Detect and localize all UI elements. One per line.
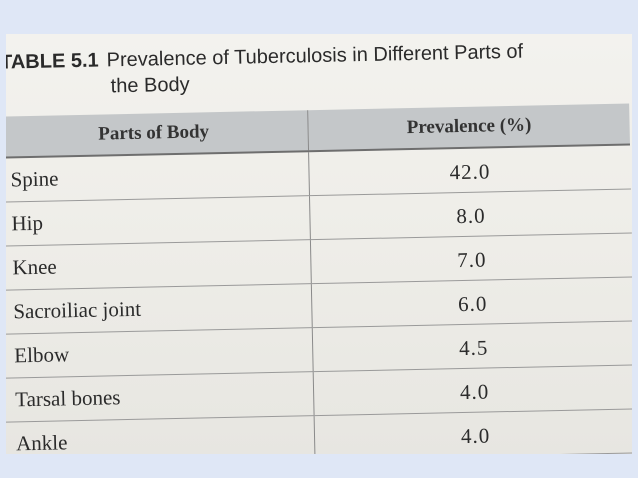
- cell-prevalence: 4.5: [312, 320, 632, 372]
- cell-part: Tarsal bones: [6, 371, 315, 423]
- cell-part: Ankle: [6, 415, 316, 454]
- cell-prevalence: 4.0: [314, 408, 632, 454]
- table-label: TABLE 5.1: [6, 49, 99, 74]
- header-prevalence: Prevalence (%): [307, 103, 630, 152]
- cell-part: Hip: [6, 195, 311, 247]
- cell-prevalence: 7.0: [310, 232, 632, 284]
- cell-part: Knee: [6, 239, 312, 291]
- prevalence-table: Parts of Body Prevalence (%) Spine 42.0 …: [6, 103, 632, 454]
- table-caption: TABLE 5.1 Prevalence of Tuberculosis in D…: [6, 37, 632, 98]
- cell-prevalence: 4.0: [313, 364, 632, 416]
- book-page-photo: TABLE 5.1 Prevalence of Tuberculosis in D…: [6, 34, 632, 454]
- cell-part: Spine: [6, 151, 310, 203]
- table-title-line2: the Body: [110, 73, 190, 98]
- table-title-line1: Prevalence of Tuberculosis in Different …: [106, 40, 524, 72]
- cell-prevalence: 6.0: [311, 276, 632, 328]
- cell-prevalence: 42.0: [308, 144, 631, 196]
- header-parts-of-body: Parts of Body: [6, 110, 309, 158]
- cell-part: Elbow: [6, 327, 314, 379]
- book-page: TABLE 5.1 Prevalence of Tuberculosis in D…: [6, 34, 632, 454]
- cell-prevalence: 8.0: [309, 188, 632, 240]
- cell-part: Sacroiliac joint: [6, 283, 313, 335]
